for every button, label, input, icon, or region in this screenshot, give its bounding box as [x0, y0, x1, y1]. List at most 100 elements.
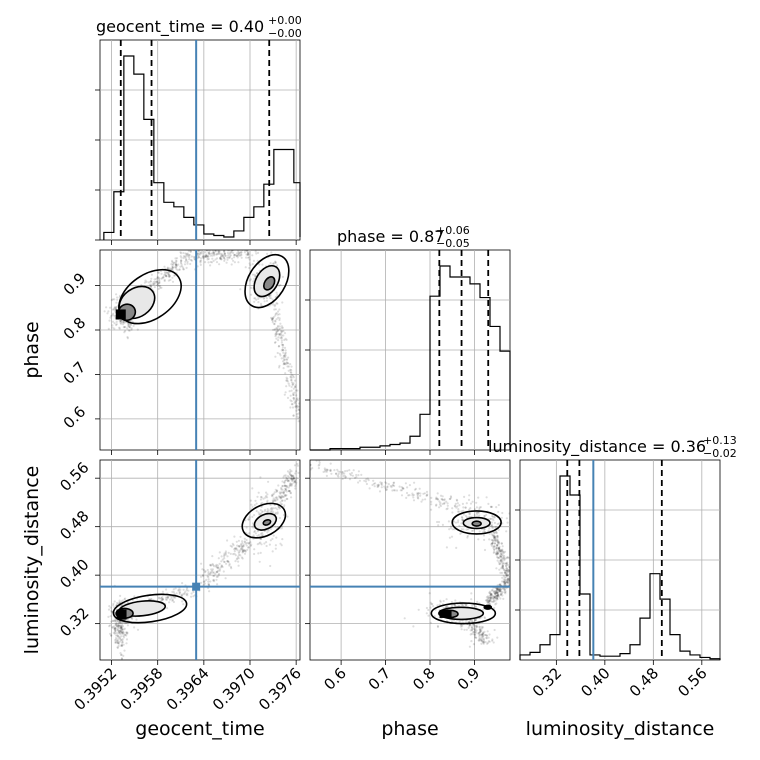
scatter-point	[186, 260, 189, 263]
scatter-point	[501, 591, 504, 594]
scatter-point	[253, 548, 256, 551]
scatter-point	[217, 557, 220, 560]
scatter-point	[237, 261, 240, 264]
scatter-point	[182, 593, 185, 596]
scatter-point	[468, 494, 471, 497]
scatter-point	[159, 286, 162, 289]
scatter-point	[197, 252, 200, 255]
scatter-point	[472, 643, 475, 646]
scatter-point	[168, 601, 171, 604]
scatter-point	[215, 571, 218, 574]
scatter-point	[441, 523, 444, 527]
ylabel-phase: phase	[21, 321, 43, 378]
scatter-point	[495, 553, 498, 556]
density-contours	[430, 510, 502, 625]
scatter-point	[126, 632, 129, 635]
scatter-point	[478, 626, 481, 629]
scatter-point	[440, 497, 443, 501]
scatter-point	[438, 503, 442, 506]
scatter-point	[219, 566, 223, 569]
scatter-point	[393, 484, 396, 487]
scatter-point	[244, 542, 247, 545]
scatter-point	[296, 389, 299, 392]
scatter-point	[482, 534, 486, 537]
scatter-point	[482, 641, 485, 644]
scatter-point	[164, 272, 167, 275]
scatter-point	[322, 470, 325, 473]
scatter-point	[231, 244, 233, 246]
scatter-point	[365, 482, 368, 486]
scatter-point	[119, 621, 122, 625]
scatter-point	[480, 633, 483, 637]
scatter-point	[165, 598, 168, 601]
scatter-point	[285, 379, 288, 382]
scatter-point	[207, 250, 210, 251]
scatter-point	[478, 508, 481, 511]
scatter-point	[505, 517, 508, 520]
scatter-point	[265, 297, 268, 300]
scatter-point	[203, 580, 206, 583]
scatter-point	[209, 580, 212, 583]
scatter-point	[451, 511, 454, 514]
scatter-point	[436, 498, 440, 501]
scatter-point	[489, 596, 492, 600]
scatter-point	[485, 596, 488, 599]
scatter-point	[120, 626, 123, 629]
scatter-point	[503, 582, 506, 585]
scatter-point	[482, 632, 485, 635]
scatter-point	[199, 263, 202, 266]
scatter-point	[123, 331, 126, 334]
scatter-point	[150, 277, 153, 280]
scatter-point	[278, 516, 281, 520]
scatter-point	[166, 266, 169, 269]
scatter-point	[495, 552, 498, 555]
scatter-point	[206, 256, 209, 259]
scatter-point	[451, 528, 454, 531]
scatter-point	[286, 497, 289, 501]
scatter-point	[281, 485, 284, 488]
scatter-point	[337, 472, 340, 475]
scatter-point	[268, 543, 271, 546]
scatter-point	[240, 547, 243, 550]
scatter-point	[290, 403, 293, 406]
scatter-point	[474, 605, 477, 608]
scatter-point	[494, 597, 498, 600]
scatter-point	[504, 562, 507, 565]
scatter-point	[184, 257, 187, 260]
scatter-point	[121, 644, 124, 648]
scatter-point	[165, 271, 168, 274]
scatter-point	[475, 624, 478, 628]
x-tick-label: 0.3958	[117, 664, 167, 714]
scatter-point	[180, 594, 183, 597]
scatter-point	[203, 255, 206, 258]
scatter-point	[229, 247, 231, 249]
scatter-point	[119, 633, 122, 636]
scatter-point	[240, 254, 243, 257]
scatter-point	[486, 601, 489, 604]
scatter-point	[412, 625, 415, 628]
scatter-point	[287, 356, 290, 359]
scatter-point	[500, 555, 503, 558]
scatter-point	[284, 349, 287, 352]
scatter-point	[241, 540, 244, 543]
scatter-point	[120, 320, 123, 323]
scatter-point	[500, 592, 503, 596]
scatter-point	[424, 498, 427, 501]
scatter-point	[276, 264, 279, 267]
scatter-point	[472, 623, 475, 626]
scatter-point	[478, 628, 482, 631]
scatter-point	[189, 250, 192, 253]
scatter-point	[204, 255, 207, 258]
scatter-point	[481, 632, 484, 635]
scatter-point	[241, 250, 244, 251]
scatter-point	[325, 469, 328, 472]
scatter-point	[497, 510, 500, 513]
density-contours	[112, 502, 287, 624]
scatter-point	[460, 522, 463, 525]
scatter-point	[284, 487, 287, 490]
scatter-point	[290, 484, 293, 487]
scatter-point	[317, 464, 320, 467]
scatter-point	[499, 559, 502, 562]
scatter-point	[506, 561, 509, 564]
scatter-points	[107, 462, 300, 660]
